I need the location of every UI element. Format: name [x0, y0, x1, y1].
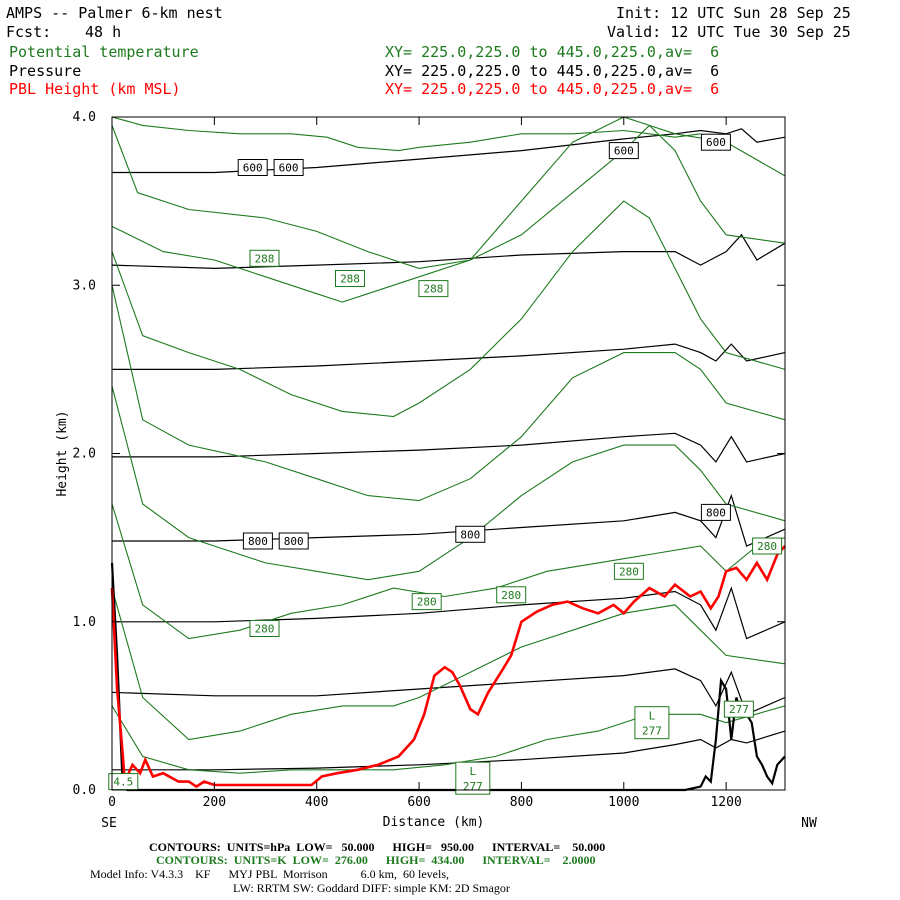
contour-label-3: 600 — [706, 136, 726, 149]
x-tick-label-0: 0 — [108, 795, 116, 810]
pressure-contour-2 — [112, 343, 786, 370]
contour-label-8: 288 — [255, 252, 275, 265]
pressure-contour-1 — [111, 233, 786, 270]
contour-label-13: 280 — [501, 589, 521, 602]
forecast-value: 48 h — [85, 23, 122, 41]
contour-label-box-4 — [242, 532, 273, 550]
x-tick-label-3: 600 — [407, 795, 430, 810]
pressure-contour-6 — [111, 668, 786, 716]
theta-contour-8 — [111, 705, 786, 774]
theta-contour-1 — [111, 116, 786, 269]
y-tick-label-3: 3.0 — [73, 278, 96, 293]
x-tick-label-5: 1000 — [608, 795, 639, 810]
theta-contour-7 — [111, 587, 786, 741]
contour-label-box-3 — [700, 133, 731, 151]
contour-label-5: 800 — [284, 535, 304, 548]
x-axis-label: Distance (km) — [383, 815, 485, 830]
footer-theta-contours: CONTOURS: UNITS=K LOW= 276.00 HIGH= 434.… — [156, 853, 596, 867]
footer-model-info: Model Info: V4.3.3 KF MYJ PBL Morrison 6… — [90, 867, 450, 881]
theta-contour-2 — [111, 124, 786, 303]
contour-label-9: 288 — [340, 273, 360, 286]
contour-label-14: 280 — [619, 565, 639, 578]
extrema-letter-0: L — [649, 710, 656, 723]
pressure-contour-5 — [112, 586, 786, 640]
contour-labels: 600 600 600 600 800 800 800 800 288 288 288 280 280 2… — [108, 133, 783, 795]
legend-theta-xy: XY= 225.0,225.0 to 445.0,225.0,av= 6 — [385, 43, 720, 61]
contour-label-12: 280 — [417, 596, 437, 609]
contour-label-6: 800 — [460, 528, 480, 541]
extrema-box-0 — [634, 706, 670, 740]
terrain-line — [110, 562, 786, 792]
y-tick-label-1: 1.0 — [73, 615, 96, 630]
pressure-contours — [111, 128, 786, 771]
x-tick-label-6: 1200 — [710, 795, 741, 810]
legend-pressure-name: Pressure — [9, 62, 82, 80]
contour-label-7: 800 — [706, 506, 726, 519]
contour-label-box-8 — [249, 249, 280, 267]
y-tick-label-2: 2.0 — [73, 447, 96, 462]
contour-label-17: 4.5 — [113, 776, 133, 789]
footer-model-info-2: LW: RRTM SW: Goddard DIFF: simple KM: 2D… — [233, 881, 510, 895]
contour-label-16: 277 — [729, 703, 749, 716]
theta-contours — [111, 116, 786, 774]
left-end-label: SE — [101, 816, 117, 831]
contour-label-box-1 — [273, 159, 304, 176]
contour-label-box-7 — [700, 503, 731, 521]
x-tick-label-1: 200 — [203, 795, 226, 810]
contour-label-box-5 — [278, 532, 309, 550]
contour-label-11: 280 — [255, 623, 275, 636]
contour-label-box-15 — [752, 537, 783, 555]
contour-label-box-11 — [249, 620, 280, 637]
contour-label-0: 600 — [243, 162, 263, 175]
contour-label-box-14 — [613, 562, 644, 580]
pressure-contour-7 — [112, 730, 786, 771]
theta-contour-3 — [111, 200, 786, 418]
chart-title: AMPS -- Palmer 6-km nest — [6, 4, 223, 22]
contour-label-box-6 — [455, 525, 486, 543]
contour-label-box-0 — [237, 159, 268, 176]
x-tick-label-4: 800 — [510, 795, 533, 810]
terrain-profile — [110, 562, 786, 792]
y-tick-label-0: 0.0 — [73, 783, 96, 798]
legend-pressure-xy: XY= 225.0,225.0 to 445.0,225.0,av= 6 — [385, 62, 720, 80]
extrema-value-0: 277 — [642, 725, 662, 738]
legend-theta-name: Potential temperature — [9, 43, 199, 61]
y-axis-label: Height (km) — [55, 410, 70, 496]
x-tick-label-2: 400 — [305, 795, 328, 810]
contour-label-box-2 — [608, 142, 639, 160]
extrema-box-1 — [455, 761, 491, 795]
valid-time: Valid: 12 UTC Tue 30 Sep 25 — [607, 23, 851, 41]
theta-contour-6 — [111, 503, 786, 640]
pbl-height-line — [110, 545, 786, 789]
theta-contour-4 — [111, 285, 786, 502]
right-end-label: NW — [801, 816, 817, 831]
theta-contour-5 — [111, 386, 786, 581]
footer-pressure-contours: CONTOURS: UNITS=hPa LOW= 50.000 HIGH= 95… — [149, 840, 606, 854]
legend-pbl-xy: XY= 225.0,225.0 to 445.0,225.0,av= 6 — [385, 80, 720, 98]
legend-pbl-name: PBL Height (km MSL) — [9, 80, 181, 98]
pressure-contour-4 — [112, 493, 786, 547]
contour-label-box-16 — [723, 700, 754, 718]
extrema-value-1: 277 — [463, 780, 483, 793]
contour-label-15: 280 — [757, 540, 777, 553]
contour-label-1: 600 — [279, 162, 299, 175]
contour-label-box-13 — [496, 586, 527, 604]
pressure-contour-3 — [112, 432, 786, 463]
theta-contour-0 — [111, 116, 701, 152]
contour-label-10: 288 — [423, 283, 443, 296]
forecast-label: Fcst: — [6, 23, 52, 41]
contour-label-4: 800 — [248, 535, 268, 548]
contour-label-box-10 — [418, 280, 449, 298]
init-time: Init: 12 UTC Sun 28 Sep 25 — [616, 4, 851, 22]
y-tick-label-4: 4.0 — [73, 110, 96, 125]
contour-label-box-9 — [335, 270, 365, 287]
contour-label-2: 600 — [614, 145, 634, 158]
axes: 0 200 400 600 800 1000 1200 0.0 1.0 2.0 3.0 4.0 Dist… — [55, 110, 817, 831]
contour-label-box-12 — [411, 593, 442, 611]
pbl-height-series — [110, 545, 786, 789]
extrema-letter-1: L — [469, 765, 476, 778]
